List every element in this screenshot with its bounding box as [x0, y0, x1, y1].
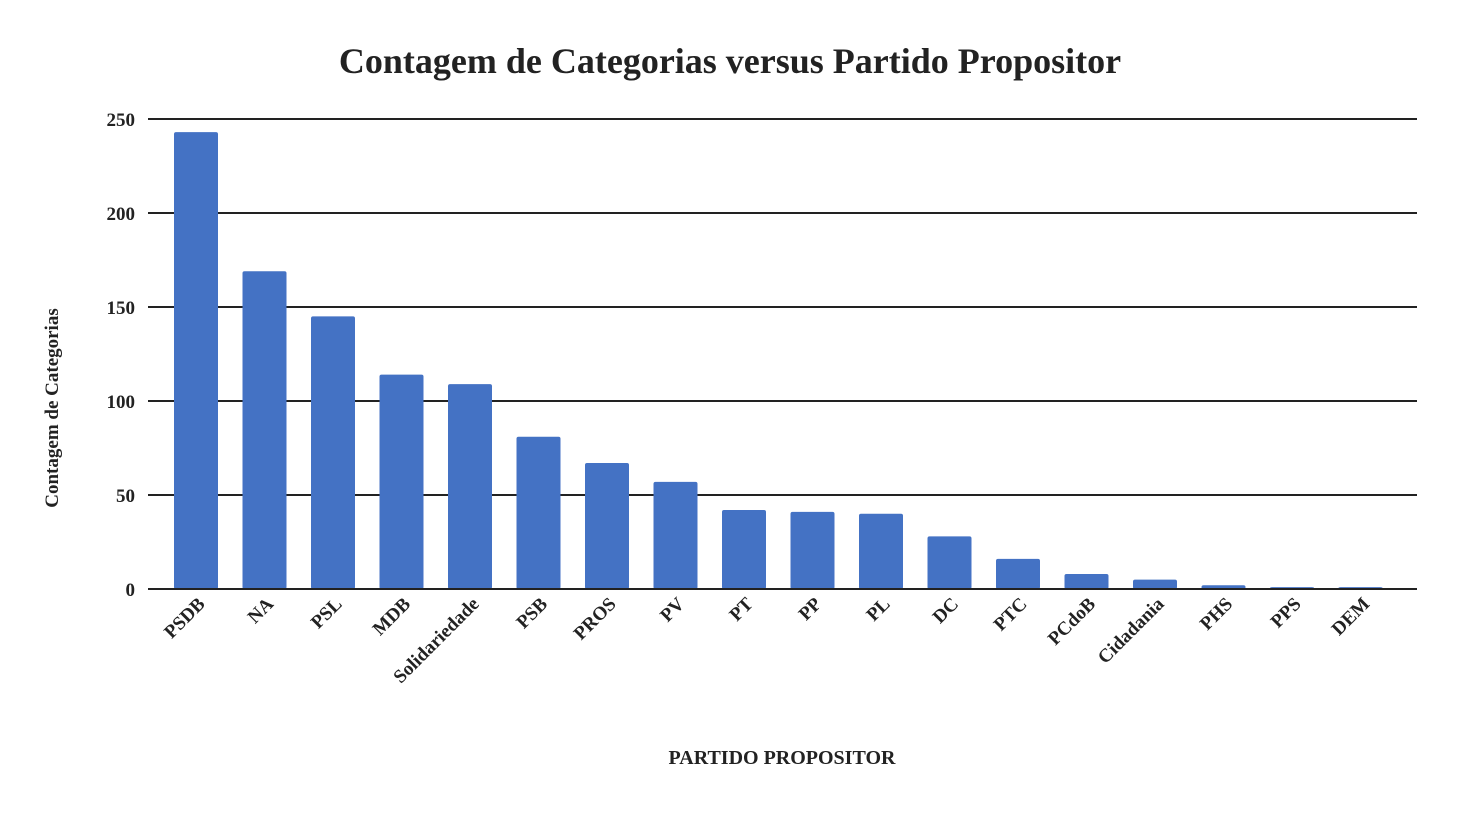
chart-title: Contagem de Categorias versus Partido Pr… [339, 41, 1121, 81]
bar-mdb [379, 374, 424, 589]
y-axis-label: Contagem de Categorias [42, 308, 63, 507]
x-tick-label: PV [656, 593, 689, 626]
x-tick-label: PROS [570, 594, 621, 645]
bar-solidariedade [448, 384, 492, 589]
bar-pt [722, 510, 766, 589]
x-tick-label: PHS [1196, 594, 1237, 635]
x-tick-label: PPS [1267, 594, 1306, 633]
bar-na [242, 271, 287, 589]
x-tick-label: PL [863, 594, 895, 626]
x-tick-label: NA [244, 593, 278, 627]
bar-pp [790, 511, 835, 589]
y-tick-label: 0 [126, 580, 136, 601]
bar-dc [927, 536, 972, 589]
x-tick-label: PT [726, 593, 758, 625]
y-tick-label: 50 [116, 486, 135, 507]
x-tick-label: DC [929, 594, 963, 628]
bar-pv [653, 481, 698, 589]
bar-pcdob [1064, 573, 1109, 589]
x-tick-label: PP [795, 593, 827, 625]
y-tick-label: 200 [107, 204, 136, 225]
bar-pros [585, 463, 629, 589]
x-tick-label: PSB [513, 593, 553, 633]
bar-psb [516, 436, 561, 589]
x-tick-label: PSL [307, 594, 346, 633]
y-tick-label: 100 [107, 392, 136, 413]
x-tick-label: MDB [369, 593, 415, 639]
x-tick-label: PTC [990, 594, 1032, 636]
x-tick-label: PSDB [160, 593, 209, 642]
bar-psl [311, 316, 355, 589]
bar-psdb [174, 132, 218, 589]
x-axis-label: PARTIDO PROPOSITOR [669, 747, 896, 769]
x-tick-label: DEM [1328, 594, 1374, 640]
x-tick-label: PCdoB [1044, 593, 1100, 649]
bar-pl [859, 513, 903, 589]
x-tick-label: Cidadania [1094, 593, 1169, 668]
bar-ptc [996, 558, 1040, 589]
y-tick-label: 150 [107, 298, 136, 319]
y-tick-label: 250 [107, 110, 136, 131]
bar-cidadania [1133, 579, 1177, 589]
